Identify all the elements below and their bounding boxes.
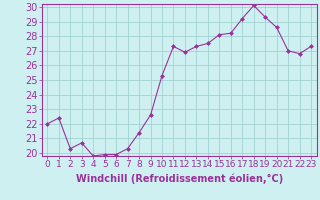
- X-axis label: Windchill (Refroidissement éolien,°C): Windchill (Refroidissement éolien,°C): [76, 173, 283, 184]
